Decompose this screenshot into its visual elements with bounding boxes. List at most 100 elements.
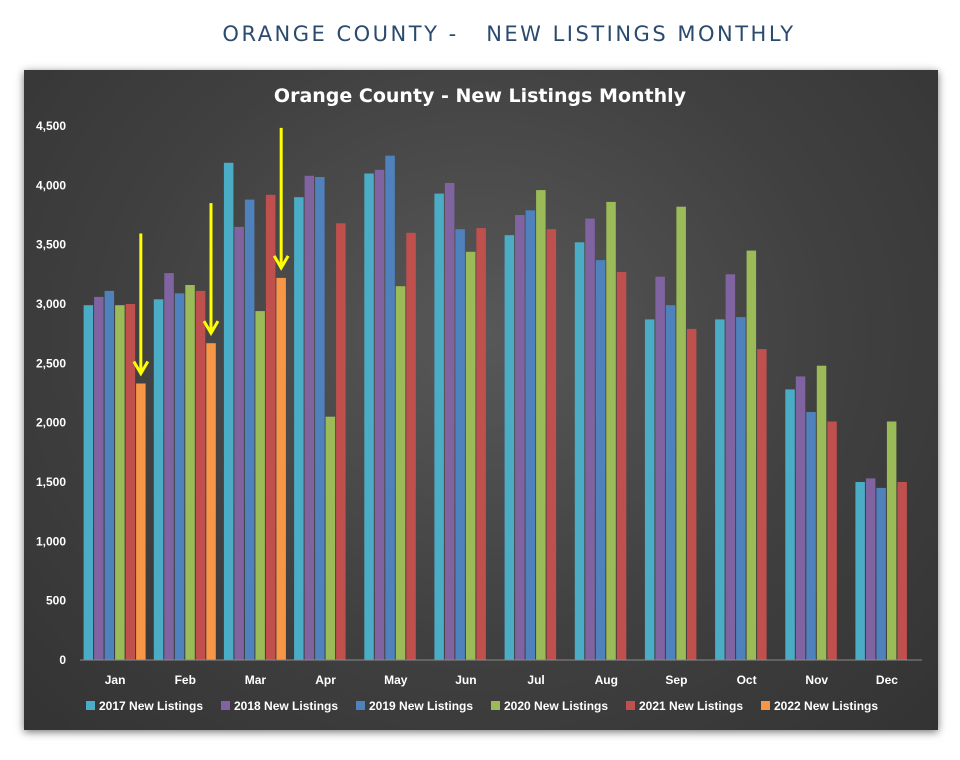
bar [795, 376, 806, 660]
x-tick-label: Sep [665, 673, 687, 687]
x-tick-label: Jun [455, 673, 476, 687]
bar [746, 250, 757, 660]
legend: 2017 New Listings 2018 New Listings 2019 N… [86, 699, 878, 713]
legend-label: 2020 New Listings [504, 699, 608, 713]
bar [374, 169, 385, 660]
y-tick-label: 3,000 [36, 297, 66, 311]
y-tick-label: 2,500 [36, 356, 66, 370]
chart-panel: Orange County - New Listings Monthly 0 50… [24, 70, 938, 730]
bar [476, 228, 486, 660]
bar [595, 260, 606, 660]
x-tick-label: Nov [805, 673, 828, 687]
x-tick-label: Mar [245, 673, 267, 687]
annotations [132, 127, 290, 377]
arrow-head [272, 255, 290, 271]
bar [174, 293, 185, 660]
legend-label: 2017 New Listings [99, 699, 203, 713]
x-tick-label: May [384, 673, 408, 687]
bar [395, 286, 406, 660]
bar [606, 201, 616, 660]
bar [816, 365, 827, 660]
bar [616, 272, 627, 660]
bar [406, 232, 416, 661]
x-tick-label: Feb [175, 673, 196, 687]
y-tick-label: 3,500 [36, 238, 66, 252]
bar [574, 242, 585, 661]
legend-item: 2021 New Listings [626, 699, 743, 713]
legend-label: 2022 New Listings [774, 699, 878, 713]
bar [665, 305, 676, 660]
bar [546, 229, 557, 660]
legend-label: 2018 New Listings [234, 699, 338, 713]
bar [827, 421, 837, 660]
bar [234, 226, 244, 660]
bar [757, 349, 767, 660]
bar [94, 296, 104, 660]
bar [104, 290, 115, 660]
bar [223, 162, 234, 661]
bar [115, 305, 125, 660]
bar [434, 193, 444, 660]
arrow-head [202, 320, 220, 337]
bar [136, 383, 146, 660]
x-tick-label: Dec [876, 673, 898, 687]
y-tick-label: 1,000 [36, 534, 66, 548]
bar [455, 229, 465, 660]
bar [655, 276, 665, 660]
x-tick-label: Jul [527, 673, 544, 687]
page-title: ORANGE COUNTY - NEW LISTINGS MONTHLY [222, 22, 796, 46]
legend-swatch [491, 701, 500, 710]
bar [244, 199, 255, 660]
y-tick-label: 0 [59, 653, 66, 667]
x-tick-label: Jan [105, 673, 126, 687]
bar [504, 235, 515, 660]
bar [385, 155, 395, 660]
bar [255, 311, 265, 660]
x-tick-label: Aug [595, 673, 618, 687]
legend-item: 2019 New Listings [356, 699, 473, 713]
bar [325, 416, 336, 660]
y-axis: 0 500 1,000 1,500 2,000 2,500 3,000 3,500 4,000 4… [36, 119, 66, 667]
bar [83, 305, 94, 660]
x-tick-label: Apr [315, 673, 336, 687]
bar [315, 177, 325, 660]
bar-chart: Orange County - New Listings Monthly 0 50… [36, 85, 922, 713]
bar [336, 223, 346, 661]
bar [153, 299, 164, 660]
bar [886, 421, 897, 660]
bar [125, 304, 136, 660]
bar [644, 319, 655, 660]
y-tick-label: 4,000 [36, 178, 66, 192]
legend-swatch [356, 701, 365, 710]
bar [585, 218, 595, 660]
annotation-arrow [272, 127, 290, 271]
legend-swatch [86, 701, 95, 710]
bar [855, 482, 865, 660]
bar [865, 478, 876, 660]
legend-item: 2020 New Listings [491, 699, 608, 713]
legend-swatch [626, 701, 635, 710]
bar [515, 215, 525, 660]
bar [897, 482, 907, 660]
bar [686, 328, 697, 660]
bar [676, 206, 686, 660]
bar [806, 412, 816, 660]
bar [785, 389, 795, 660]
legend-item: 2022 New Listings [761, 699, 878, 713]
y-tick-label: 1,500 [36, 475, 66, 489]
bar [736, 317, 746, 660]
bar [444, 183, 455, 660]
bar [206, 343, 216, 660]
arrow-head [132, 360, 150, 377]
bar [164, 273, 174, 660]
y-tick-label: 2,000 [36, 416, 66, 430]
bar [536, 190, 546, 660]
bar [725, 274, 736, 660]
bar [195, 290, 206, 660]
bar [185, 285, 195, 660]
chart-title: Orange County - New Listings Monthly [274, 85, 687, 107]
bar [465, 251, 476, 661]
annotation-arrow [132, 233, 150, 377]
bar [294, 197, 304, 660]
bar [715, 319, 725, 660]
